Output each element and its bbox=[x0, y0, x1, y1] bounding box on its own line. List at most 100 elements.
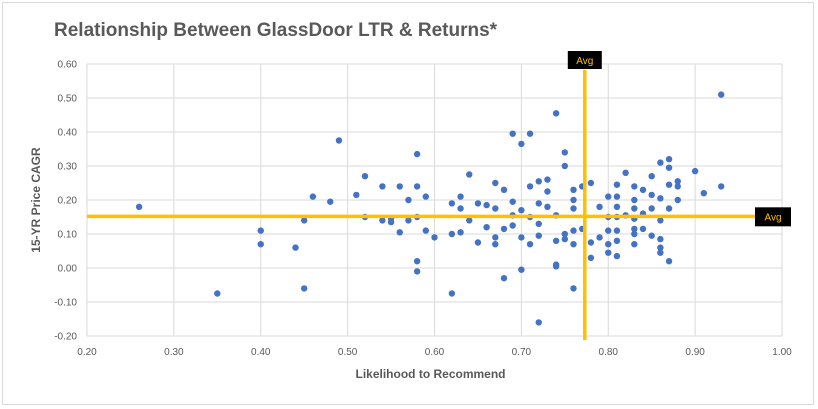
data-point bbox=[657, 159, 664, 166]
data-point bbox=[552, 237, 560, 244]
avg-x-label: Avg bbox=[576, 56, 593, 67]
data-point bbox=[457, 193, 464, 200]
x-tick-label: 0.50 bbox=[338, 347, 358, 358]
data-point bbox=[413, 183, 421, 190]
data-point bbox=[570, 241, 577, 248]
x-axis-title: Likelihood to Recommend bbox=[355, 367, 505, 381]
x-tick-label: 1.00 bbox=[772, 347, 792, 358]
data-point bbox=[361, 173, 369, 180]
data-point bbox=[483, 224, 490, 231]
x-tick-label: 0.30 bbox=[164, 347, 184, 358]
data-point bbox=[526, 130, 534, 137]
data-point bbox=[717, 91, 725, 98]
x-tick-label: 0.60 bbox=[425, 347, 445, 358]
data-point bbox=[570, 196, 577, 204]
data-point bbox=[500, 225, 508, 233]
data-point bbox=[622, 169, 629, 176]
data-point bbox=[561, 235, 569, 243]
data-point bbox=[492, 179, 499, 187]
data-point bbox=[674, 183, 681, 190]
data-point bbox=[596, 234, 603, 241]
chart-frame bbox=[2, 2, 814, 405]
data-point bbox=[413, 258, 421, 265]
data-point bbox=[613, 237, 621, 244]
data-point bbox=[665, 164, 673, 171]
data-point bbox=[639, 186, 647, 193]
data-point bbox=[535, 220, 542, 227]
data-point bbox=[657, 235, 664, 243]
data-point bbox=[466, 217, 473, 224]
data-point bbox=[665, 258, 673, 265]
y-tick-labels: 0.60 0.50 0.40 0.30 0.20 0.10 0.00 -0.10 -0.20 bbox=[54, 60, 77, 343]
data-point bbox=[474, 200, 482, 207]
average-lines: Avg Avg bbox=[87, 51, 791, 340]
x-tick-label: 0.40 bbox=[251, 347, 271, 358]
data-point bbox=[518, 207, 525, 214]
data-point bbox=[448, 230, 456, 238]
data-point bbox=[717, 183, 725, 190]
data-point bbox=[648, 232, 655, 239]
data-point bbox=[405, 196, 412, 204]
data-point bbox=[526, 183, 534, 190]
x-tick-label: 0.70 bbox=[512, 347, 532, 358]
data-point bbox=[613, 203, 621, 210]
data-point bbox=[570, 227, 577, 234]
data-point bbox=[596, 203, 603, 210]
data-point bbox=[657, 249, 664, 256]
data-point bbox=[396, 229, 403, 236]
data-point bbox=[518, 234, 525, 241]
data-point bbox=[500, 275, 508, 282]
data-point bbox=[544, 176, 551, 183]
data-point bbox=[631, 183, 638, 190]
data-point bbox=[309, 193, 317, 200]
data-point bbox=[327, 198, 334, 205]
data-point bbox=[613, 193, 621, 200]
data-point bbox=[500, 186, 508, 193]
data-point bbox=[665, 205, 673, 212]
data-point bbox=[561, 149, 569, 156]
data-point bbox=[613, 227, 621, 234]
y-tick-label: 0.20 bbox=[58, 196, 78, 207]
data-point bbox=[518, 140, 525, 148]
data-point bbox=[535, 232, 542, 239]
data-point bbox=[674, 196, 681, 204]
data-point bbox=[535, 200, 542, 207]
data-point bbox=[422, 193, 430, 200]
data-point bbox=[300, 217, 308, 224]
data-point bbox=[605, 241, 612, 248]
data-point bbox=[570, 285, 577, 292]
data-point bbox=[639, 225, 647, 233]
x-tick-label: 0.90 bbox=[685, 347, 705, 358]
data-point bbox=[405, 217, 412, 224]
data-point bbox=[552, 110, 560, 117]
data-point bbox=[631, 205, 638, 212]
data-point bbox=[413, 268, 421, 275]
data-points bbox=[135, 91, 725, 326]
x-tick-label: 0.80 bbox=[599, 347, 619, 358]
data-point bbox=[335, 137, 343, 144]
y-tick-label: 0.00 bbox=[58, 264, 78, 275]
data-point bbox=[135, 203, 143, 210]
data-point bbox=[257, 227, 264, 234]
data-point bbox=[648, 205, 655, 212]
data-point bbox=[353, 191, 360, 199]
data-point bbox=[422, 227, 430, 234]
data-point bbox=[691, 167, 699, 175]
data-point bbox=[509, 198, 516, 205]
data-point bbox=[448, 290, 456, 297]
data-point bbox=[587, 179, 595, 187]
y-tick-label: 0.40 bbox=[58, 128, 78, 139]
data-point bbox=[605, 227, 612, 234]
y-tick-label: -0.20 bbox=[54, 332, 77, 343]
avg-y-label: Avg bbox=[764, 212, 781, 223]
data-point bbox=[544, 203, 551, 210]
data-point bbox=[396, 183, 403, 190]
data-point bbox=[631, 225, 638, 233]
data-point bbox=[535, 319, 542, 326]
data-point bbox=[631, 241, 638, 248]
data-point bbox=[379, 217, 386, 224]
data-point bbox=[657, 195, 664, 202]
data-point bbox=[379, 183, 386, 190]
data-point bbox=[552, 263, 560, 270]
x-tick-label: 0.20 bbox=[77, 347, 97, 358]
